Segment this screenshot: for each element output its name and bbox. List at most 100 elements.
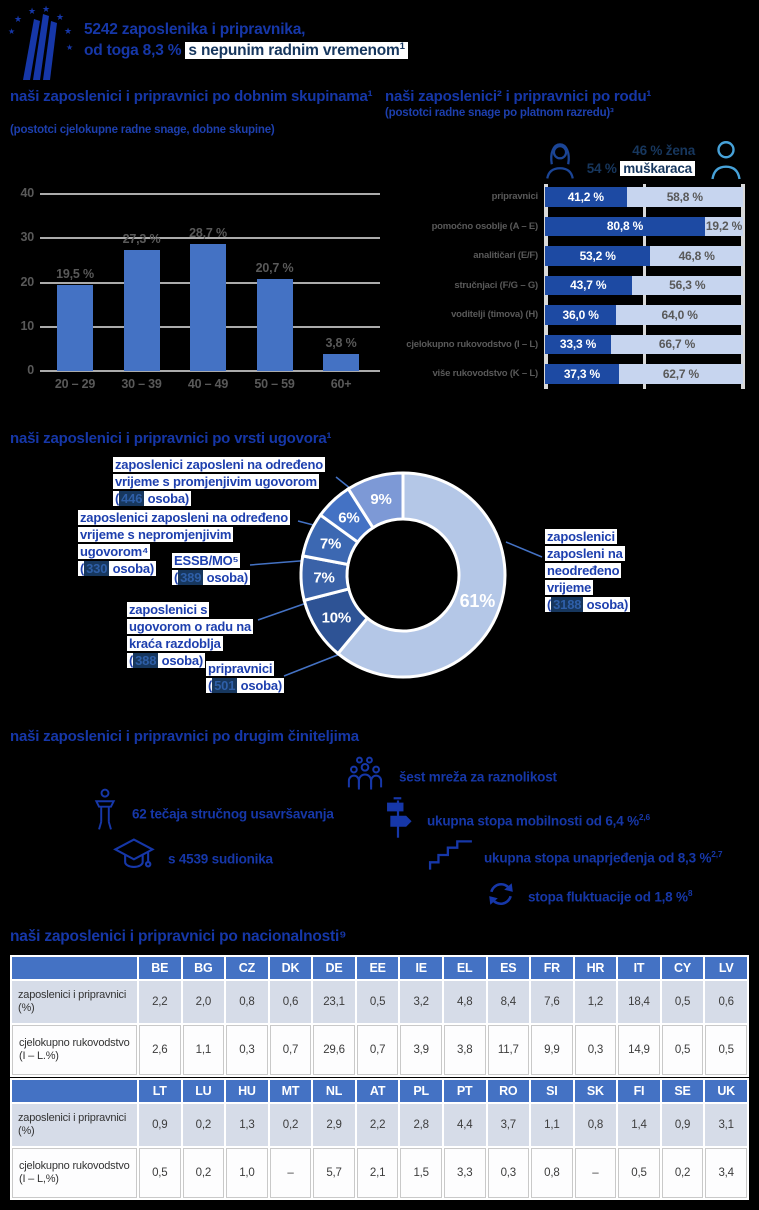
gender-row-label: voditelji (timova) (H): [451, 309, 538, 321]
value-cell: 3,7: [487, 1104, 530, 1147]
x-category-label: 60+: [330, 377, 352, 391]
logo-tower-bar: [23, 19, 40, 80]
factor-text: stopa fluktuacije od 1,8 %8: [528, 888, 693, 905]
table-row: zaposlenici i pripravnici (%) 0,9 0,2 1,3 0,…: [12, 1104, 747, 1147]
value-cell: 0,5: [661, 1025, 704, 1076]
y-tick-label: 10: [20, 318, 34, 333]
men-bar-segment: 56,3 %: [631, 275, 743, 295]
gender-chart-title: naši zaposlenici² i pripravnici po rodu¹: [385, 88, 652, 105]
age-bar: [190, 244, 226, 371]
value-cell: 0,6: [705, 981, 747, 1024]
country-header: IT: [618, 957, 660, 980]
country-header: DK: [269, 957, 312, 980]
value-cell: –: [269, 1148, 312, 1199]
age-chart-title: naši zaposlenici i pripravnici po dobnim…: [10, 88, 373, 105]
donut-slice-percentage: 61%: [460, 591, 496, 611]
value-cell: –: [574, 1148, 617, 1199]
row-label: zaposlenici i pripravnici (%): [12, 981, 137, 1024]
women-bar-segment: 80,8 %: [545, 216, 705, 236]
men-bar-segment: 46,8 %: [650, 246, 743, 266]
logo-star: ★: [28, 6, 36, 16]
country-header: LU: [182, 1080, 225, 1103]
men-bar-segment: 66,7 %: [610, 334, 743, 354]
value-cell: 3,2: [400, 981, 442, 1024]
value-cell: 0,9: [139, 1104, 181, 1147]
women-bar-segment: 37,3 %: [545, 364, 619, 384]
men-bar-segment: 64,0 %: [616, 305, 743, 325]
x-category-label: 40 – 49: [187, 377, 229, 391]
women-bar-segment: 33,3 %: [545, 334, 611, 354]
donut-label-permanent: zaposlenici zaposleni na neodređeno vrij…: [545, 529, 631, 612]
country-header: UK: [705, 1080, 747, 1103]
factors-title: naši zaposlenici i pripravnici po drugim…: [10, 728, 359, 745]
value-cell: 4,4: [443, 1104, 486, 1147]
value-cell: 3,9: [400, 1025, 442, 1076]
country-header: HU: [226, 1080, 268, 1103]
factor-turnover: stopa fluktuacije od 1,8 %8: [486, 879, 693, 914]
country-header: PL: [400, 1080, 442, 1103]
factor-participants: s 4539 sudionika: [112, 836, 273, 881]
gender-row: analitičari (E/F) 53,2 % 46,8 %: [340, 246, 750, 266]
value-cell: 0,9: [661, 1104, 704, 1147]
gender-totals: 46 % žena 54 % muškaraca: [555, 142, 695, 177]
gender-row-label: stručnjaci (F/G – G): [454, 279, 538, 291]
logo-star: ★: [56, 12, 64, 22]
country-header: BE: [139, 957, 181, 980]
value-cell: 1,2: [574, 981, 617, 1024]
value-cell: 1,1: [182, 1025, 225, 1076]
gender-chart-subtitle: (postotci radne snage po platnom razredu…: [385, 107, 614, 119]
bar-value-label: 19,5 %: [56, 266, 94, 281]
value-cell: 3,8: [443, 1025, 486, 1076]
x-category-label: 30 – 39: [121, 377, 162, 391]
value-cell: 0,5: [356, 981, 399, 1024]
value-cell: 0,2: [182, 1148, 225, 1199]
gender-row-label: cjelokupno rukovodstvo (I – L): [406, 338, 538, 350]
country-header: ES: [487, 957, 530, 980]
value-cell: 5,7: [313, 1148, 355, 1199]
gender-row-label: pripravnici: [491, 191, 539, 203]
bar-value-label: 27,3 %: [122, 232, 161, 247]
value-cell: 3,1: [705, 1104, 747, 1147]
men-bar-segment: 62,7 %: [618, 364, 743, 384]
nationality-title: naši zaposlenici i pripravnici po nacion…: [10, 928, 347, 945]
country-header: SK: [574, 1080, 617, 1103]
value-cell: 29,6: [313, 1025, 355, 1076]
factor-promotion: ukupna stopa unaprjeđenja od 8,3 %2,7: [428, 839, 722, 876]
row-label: zaposlenici i pripravnici (%): [12, 1104, 137, 1147]
country-header: PT: [443, 1080, 486, 1103]
logo-star: ★: [42, 4, 50, 14]
value-cell: 0,3: [487, 1148, 530, 1199]
women-total: 46 % žena: [632, 143, 695, 158]
value-cell: 0,8: [574, 1104, 617, 1147]
woman-icon: [543, 139, 577, 186]
gridline: [40, 193, 380, 195]
stairs-icon: [428, 839, 474, 876]
men-total: 54 % muškaraca: [555, 160, 695, 178]
nationality-table-2: LT LU HU MT NL AT PL PT RO SI SK FI SE UK zaposlenici …: [10, 1078, 749, 1201]
country-header: MT: [269, 1080, 312, 1103]
women-bar-segment: 41,2 %: [545, 187, 627, 207]
row-label: cjelokupno rukovodstvo (I – L.%): [12, 1025, 137, 1076]
value-cell: 0,5: [661, 981, 704, 1024]
value-cell: 3,4: [705, 1148, 747, 1199]
country-header: CY: [661, 957, 704, 980]
factor-training-courses: 62 tečaja stručnog usavršavanja: [92, 788, 334, 839]
logo-star: ★: [14, 14, 22, 24]
value-cell: 23,1: [313, 981, 355, 1024]
country-header: NL: [313, 1080, 355, 1103]
nationality-table-1: BE BG CZ DK DE EE IE EL ES FR HR IT CY LV zaposlenici …: [10, 955, 749, 1078]
y-tick-label: 0: [27, 363, 34, 377]
value-cell: 18,4: [618, 981, 660, 1024]
country-header: LT: [139, 1080, 181, 1103]
nationality-section: naši zaposlenici i pripravnici po nacion…: [10, 928, 749, 1201]
value-cell: 0,6: [269, 981, 312, 1024]
man-icon: [708, 138, 744, 186]
gender-row: pomoćno osoblje (A – E) 80,8 % 19,2 %: [340, 216, 750, 236]
gender-row: voditelji (timova) (H) 36,0 % 64,0 %: [340, 305, 750, 325]
bar-value-label: 20,7 %: [255, 261, 294, 276]
value-cell: 0,5: [705, 1025, 747, 1076]
value-cell: 0,2: [661, 1148, 704, 1199]
women-bar-segment: 43,7 %: [545, 275, 632, 295]
value-cell: 0,5: [139, 1148, 181, 1199]
country-header: CZ: [226, 957, 268, 980]
